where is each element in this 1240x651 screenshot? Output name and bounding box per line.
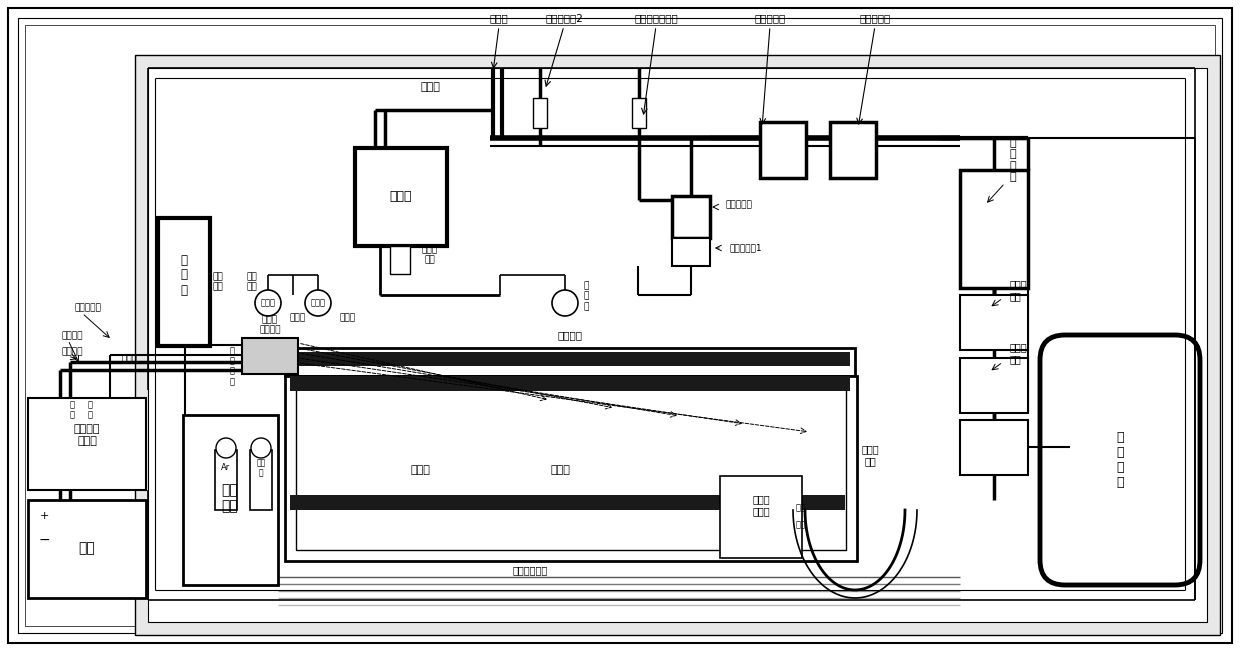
Bar <box>184 415 278 585</box>
Text: 三级增
压器: 三级增 压器 <box>862 444 879 466</box>
Circle shape <box>255 290 281 316</box>
Text: +: + <box>40 511 48 521</box>
Bar <box>290 376 849 391</box>
Bar <box>157 218 210 346</box>
Text: 正极电缆: 正极电缆 <box>61 348 83 357</box>
Bar <box>830 122 875 178</box>
Circle shape <box>250 438 272 458</box>
Text: 温度表: 温度表 <box>310 299 325 307</box>
Text: 冷却水管: 冷却水管 <box>558 330 583 340</box>
Text: 送粉
软管: 送粉 软管 <box>212 272 223 292</box>
Bar <box>632 98 646 128</box>
Bar <box>250 450 272 510</box>
Bar <box>215 450 237 510</box>
Text: 抽气口: 抽气口 <box>420 82 440 92</box>
Text: 气体循环间板阀: 气体循环间板阀 <box>634 13 678 23</box>
Text: 高
压
气
罐: 高 压 气 罐 <box>1116 431 1123 489</box>
Text: −: − <box>38 533 50 547</box>
Text: 排气间板阀2: 排气间板阀2 <box>546 13 583 23</box>
Text: 三级过滤器: 三级过滤器 <box>859 13 890 23</box>
Bar <box>148 68 1207 622</box>
Text: 正压表: 正压表 <box>260 299 275 307</box>
Text: 电源: 电源 <box>78 541 95 555</box>
Bar <box>960 170 1028 288</box>
Bar <box>290 352 849 366</box>
Bar <box>960 420 1028 475</box>
Bar <box>296 387 846 550</box>
Bar <box>760 122 806 178</box>
Text: 回水: 回水 <box>796 503 806 512</box>
Text: 控制
总成: 控制 总成 <box>222 483 238 513</box>
Bar <box>29 500 146 598</box>
Bar <box>242 338 298 374</box>
Text: 排气间板阀1: 排气间板阀1 <box>730 243 763 253</box>
Text: 出水: 出水 <box>796 521 806 529</box>
Bar <box>960 295 1028 350</box>
Text: 高压工作气体: 高压工作气体 <box>512 565 548 575</box>
Bar <box>29 398 146 490</box>
Bar <box>391 246 410 274</box>
Text: 制粉釜
制冷机: 制粉釜 制冷机 <box>753 494 770 516</box>
Text: 送
粉
器: 送 粉 器 <box>181 253 187 296</box>
Text: 盛粉盆: 盛粉盆 <box>410 465 430 475</box>
Text: 二级增
压器: 二级增 压器 <box>1011 342 1028 364</box>
Circle shape <box>305 290 331 316</box>
Text: Ar: Ar <box>222 464 231 473</box>
Circle shape <box>216 438 236 458</box>
Bar <box>720 476 802 558</box>
Circle shape <box>552 290 578 316</box>
Bar <box>672 196 711 238</box>
Bar <box>672 238 711 266</box>
Text: 负极电缆: 负极电缆 <box>61 331 83 340</box>
Text: 制粉釜: 制粉釜 <box>551 465 570 475</box>
Bar <box>285 376 857 561</box>
Text: 工
作
气
体: 工 作 气 体 <box>229 346 234 386</box>
Text: 抽气间
板阀: 抽气间 板阀 <box>422 245 438 265</box>
Text: 高能速
等离子炬: 高能速 等离子炬 <box>259 315 280 335</box>
Text: 一级增
压器: 一级增 压器 <box>1011 279 1028 301</box>
FancyBboxPatch shape <box>1040 335 1200 585</box>
Text: 次级
气: 次级 气 <box>257 458 265 478</box>
Text: 送粉
接头: 送粉 接头 <box>247 272 258 292</box>
Text: 负
压
表: 负 压 表 <box>583 281 588 311</box>
Bar <box>355 148 446 246</box>
Text: 一级过滤器: 一级过滤器 <box>725 201 751 210</box>
Text: 二级过滤器: 二级过滤器 <box>754 13 786 23</box>
Text: 回
水: 回 水 <box>69 400 74 420</box>
Text: 水电转接头: 水电转接头 <box>74 303 102 312</box>
Bar <box>290 495 844 510</box>
Text: 等离子炬
制冷机: 等离子炬 制冷机 <box>73 424 100 446</box>
Bar <box>533 98 547 128</box>
Text: 冷
却
装
置: 冷 却 装 置 <box>1011 137 1017 182</box>
Bar <box>285 348 856 376</box>
Text: 正压表: 正压表 <box>290 314 306 322</box>
Bar <box>135 55 1220 635</box>
Text: 水电缆: 水电缆 <box>122 355 138 365</box>
Text: 真空泵: 真空泵 <box>389 191 412 204</box>
Text: 温度表: 温度表 <box>340 314 356 322</box>
Text: 排气口: 排气口 <box>490 13 508 23</box>
Bar <box>960 358 1028 413</box>
Text: 出
水: 出 水 <box>88 400 93 420</box>
